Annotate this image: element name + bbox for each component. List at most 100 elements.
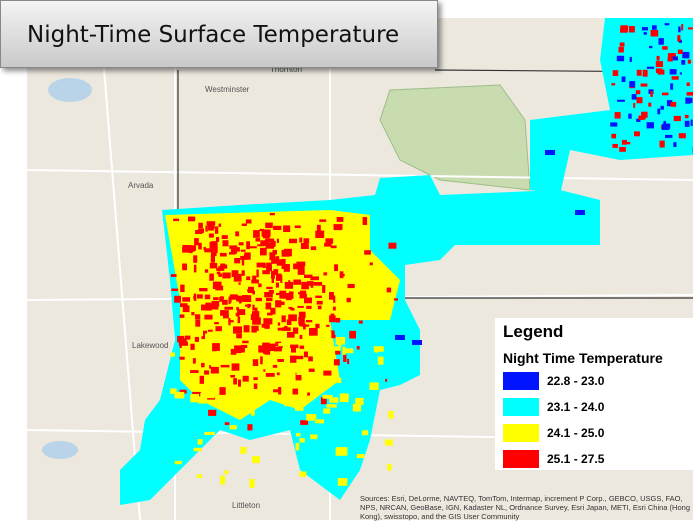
hot-spot <box>357 346 360 350</box>
legend-label: 25.1 - 27.5 <box>547 452 604 466</box>
hot-spot <box>222 273 230 279</box>
hot-spot <box>347 298 351 303</box>
hot-spot <box>193 358 196 364</box>
hot-spot <box>317 225 321 231</box>
hot-spot <box>298 317 305 325</box>
hot-spot <box>324 243 332 247</box>
hot-spot <box>662 93 669 96</box>
warm-spot <box>252 456 260 463</box>
hot-spot <box>627 142 631 144</box>
hot-spot <box>298 267 305 275</box>
hot-spot <box>266 287 272 289</box>
hot-spot <box>204 370 209 374</box>
hot-spot <box>322 285 325 293</box>
warm-spot <box>300 438 305 442</box>
warm-spot <box>323 408 330 413</box>
hot-spot <box>337 217 344 222</box>
hot-spot <box>691 120 693 126</box>
warm-spot <box>226 383 230 390</box>
hot-spot <box>233 326 242 333</box>
hot-spot <box>257 263 266 268</box>
hot-spot <box>314 282 322 286</box>
hot-spot <box>201 305 209 311</box>
hot-spot <box>256 298 262 301</box>
hot-spot <box>287 332 295 338</box>
hot-spot <box>236 307 239 310</box>
hot-spot <box>613 70 619 76</box>
hot-spot <box>277 372 280 375</box>
hot-spot <box>200 376 204 384</box>
hot-spot <box>611 83 615 85</box>
hot-spot <box>217 272 221 275</box>
hot-spot <box>311 246 316 250</box>
hot-spot <box>239 242 244 245</box>
hot-spot <box>674 116 681 121</box>
hot-spot <box>179 357 184 360</box>
hot-spot <box>278 328 282 331</box>
hot-spot <box>315 231 324 238</box>
hot-spot <box>290 356 296 363</box>
hot-spot <box>309 369 315 372</box>
hot-spot <box>319 219 326 222</box>
warm-spot <box>284 401 294 406</box>
hot-spot <box>219 387 225 395</box>
warm-spot <box>200 393 205 397</box>
hot-spot <box>270 242 275 247</box>
warm-spot <box>295 407 304 411</box>
warm-spot <box>266 369 276 372</box>
hot-spot <box>331 246 337 249</box>
hot-spot <box>652 25 657 30</box>
warm-spot <box>296 368 304 375</box>
hot-spot <box>224 307 233 310</box>
hot-spot <box>681 24 683 30</box>
hot-spot <box>288 280 290 284</box>
warm-spot <box>370 382 379 390</box>
cool-spot <box>545 150 555 155</box>
hot-spot <box>233 378 237 384</box>
hot-spot <box>680 72 682 74</box>
hot-spot <box>622 140 627 145</box>
hot-spot <box>277 239 279 243</box>
place-label: Lakewood <box>132 341 168 350</box>
hot-spot <box>171 274 177 277</box>
warm-spot <box>170 353 175 357</box>
hot-spot <box>199 288 207 291</box>
warm-spot <box>175 461 182 464</box>
warm-spot <box>251 397 258 401</box>
hot-spot <box>242 224 247 227</box>
hot-spot <box>230 375 235 378</box>
hot-spot <box>198 223 203 229</box>
hot-spot <box>637 97 643 103</box>
hot-spot <box>343 355 346 362</box>
hot-spot <box>225 422 230 425</box>
hot-spot <box>198 243 202 250</box>
hot-spot <box>269 345 273 351</box>
warm-spot <box>387 464 391 471</box>
warm-spot <box>250 479 255 488</box>
hot-spot <box>211 255 215 263</box>
hot-spot <box>180 314 185 318</box>
warm-spot <box>205 392 215 398</box>
hot-spot <box>271 258 277 264</box>
hot-spot <box>258 284 261 288</box>
hot-spot <box>238 380 241 387</box>
warm-spot <box>278 343 284 346</box>
hot-spot <box>295 226 301 229</box>
hot-spot <box>205 269 208 272</box>
hot-spot <box>185 336 191 340</box>
hot-spot <box>688 60 691 64</box>
hot-spot <box>266 303 272 310</box>
legend-label: 24.1 - 25.0 <box>547 426 604 440</box>
hot-spot <box>678 27 680 33</box>
hot-spot <box>615 112 621 119</box>
hot-spot <box>194 238 199 245</box>
hot-spot <box>229 245 237 248</box>
hot-spot <box>299 312 306 318</box>
hot-spot <box>660 141 665 148</box>
hot-spot <box>208 330 213 332</box>
hot-spot <box>610 122 617 126</box>
hot-spot <box>296 262 305 267</box>
warm-spot <box>205 334 214 343</box>
hot-spot <box>309 328 318 336</box>
